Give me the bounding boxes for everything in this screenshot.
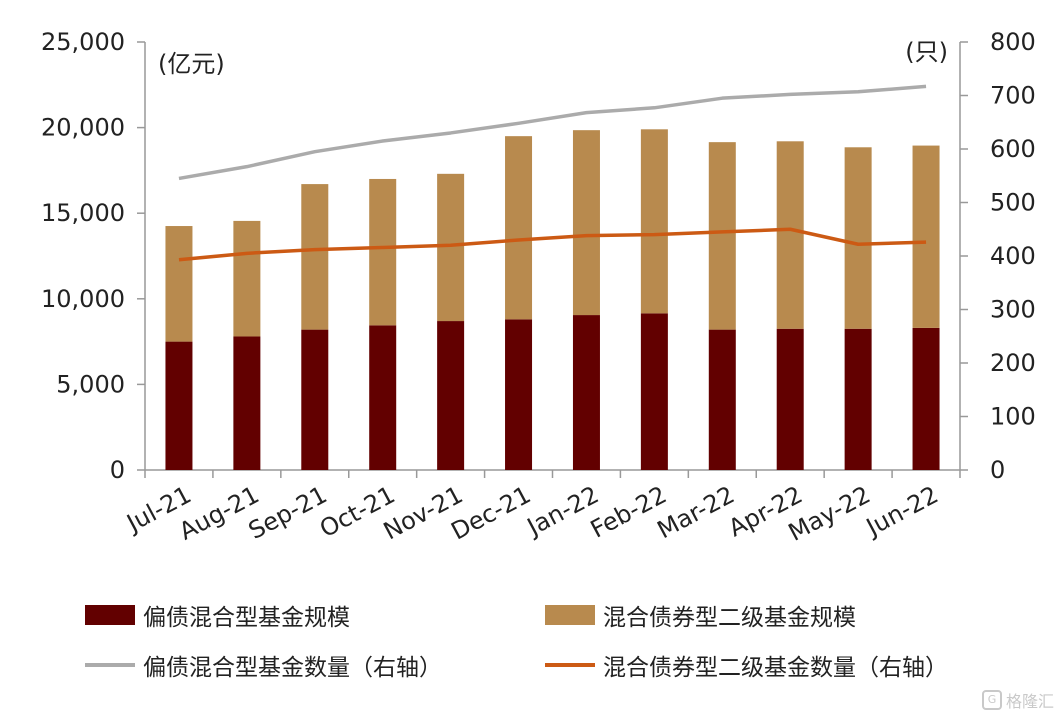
legend-item-secondary-bond-size: 混合债券型二级基金规模 <box>545 598 856 632</box>
right-tick-label: 700 <box>990 82 1036 110</box>
legend-label: 混合债券型二级基金数量（右轴） <box>603 655 948 681</box>
left-tick-label: 5,000 <box>56 370 125 398</box>
legend-label: 偏债混合型基金数量（右轴） <box>143 655 442 681</box>
legend-swatch <box>85 663 135 667</box>
bar-secondary-bond-size <box>640 129 668 314</box>
bar-secondary-bond-size <box>572 130 600 316</box>
left-tick-label: 20,000 <box>41 114 125 142</box>
legend-item-bias-debt-count: 偏债混合型基金数量（右轴） <box>85 648 442 682</box>
legend-item-bias-debt-size: 偏债混合型基金规模 <box>85 598 350 632</box>
legend-swatch <box>545 605 595 625</box>
gelonghui-logo-icon: G <box>981 690 1002 710</box>
legend-item-secondary-bond-count: 混合债券型二级基金数量（右轴） <box>545 648 948 682</box>
x-tick-label: Jun-22 <box>860 481 943 543</box>
bar-secondary-bond-size <box>776 141 804 329</box>
left-tick-label: 10,000 <box>41 285 125 313</box>
x-tick-label: Aug-21 <box>175 481 264 546</box>
bar-bias-debt-size <box>708 329 736 470</box>
bar-secondary-bond-size <box>708 142 736 330</box>
right-axis-unit: (只) <box>905 38 948 66</box>
right-tick-label: 0 <box>990 456 1005 484</box>
legend-swatch <box>545 663 595 667</box>
bar-bias-debt-size <box>301 329 329 470</box>
right-tick-label: 600 <box>990 135 1036 163</box>
bar-bias-debt-size <box>165 341 193 470</box>
x-tick-label: Mar-22 <box>653 481 739 545</box>
bar-secondary-bond-size <box>369 178 397 326</box>
right-tick-label: 500 <box>990 189 1036 217</box>
right-tick-label: 300 <box>990 296 1036 324</box>
bar-secondary-bond-size <box>233 220 261 337</box>
bar-bias-debt-size <box>505 319 533 470</box>
bar-secondary-bond-size <box>437 173 465 322</box>
bar-bias-debt-size <box>912 327 940 470</box>
left-tick-label: 15,000 <box>41 199 125 227</box>
bar-bias-debt-size <box>572 315 600 470</box>
bar-secondary-bond-size <box>505 136 533 320</box>
bar-secondary-bond-size <box>844 147 872 329</box>
bar-bias-debt-size <box>776 328 804 470</box>
bar-bias-debt-size <box>844 328 872 470</box>
bar-secondary-bond-size <box>912 145 940 328</box>
bar-bias-debt-size <box>640 313 668 470</box>
right-tick-label: 400 <box>990 242 1036 270</box>
watermark: G 格隆汇 <box>981 688 1054 712</box>
legend: 偏债混合型基金规模 混合债券型二级基金规模 偏债混合型基金数量（右轴） 混合债券… <box>85 588 1045 688</box>
legend-swatch <box>85 605 135 625</box>
left-tick-label: 25,000 <box>41 28 125 56</box>
watermark-text: 格隆汇 <box>1005 692 1054 711</box>
right-tick-label: 100 <box>990 403 1036 431</box>
line-secondary-bond-count <box>178 227 927 262</box>
bar-bias-debt-size <box>233 336 261 470</box>
legend-label: 混合债券型二级基金规模 <box>603 605 856 631</box>
x-tick-label: Sep-21 <box>244 481 332 545</box>
bar-secondary-bond-size <box>165 226 193 342</box>
line-bias-debt-count <box>178 84 927 181</box>
x-tick-label: Dec-21 <box>447 481 536 546</box>
bar-bias-debt-size <box>369 325 397 470</box>
x-tick-label: Feb-22 <box>586 481 671 544</box>
left-axis-unit: (亿元) <box>158 50 225 78</box>
right-tick-label: 200 <box>990 349 1036 377</box>
legend-label: 偏债混合型基金规模 <box>143 605 350 631</box>
right-tick-label: 800 <box>990 28 1036 56</box>
bar-secondary-bond-size <box>301 184 329 330</box>
x-tick-label: Jan-22 <box>521 481 603 542</box>
left-tick-label: 0 <box>110 456 125 484</box>
bar-bias-debt-size <box>437 321 465 470</box>
